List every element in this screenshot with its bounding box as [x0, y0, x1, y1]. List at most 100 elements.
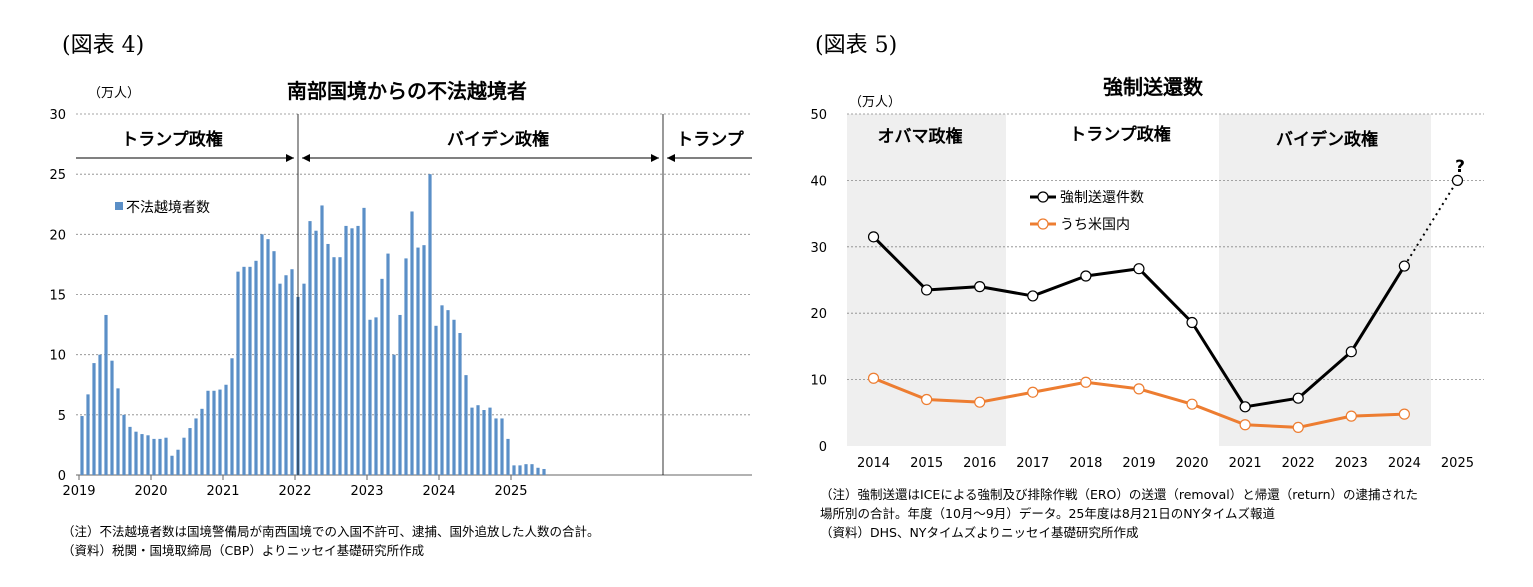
data-point: [1345, 410, 1357, 422]
data-point: [1239, 419, 1251, 431]
bar: [392, 354, 396, 475]
bar: [170, 455, 174, 475]
bar: [248, 266, 252, 475]
bar: [206, 390, 210, 475]
x-tick-label: 2025: [494, 484, 527, 499]
x-tick-label: 2023: [350, 484, 383, 499]
x-tick-label: 2019: [1122, 456, 1155, 471]
legend-swatch-crossers: [115, 202, 123, 210]
data-point: [974, 281, 986, 293]
figure-4-unit: （万人）: [88, 86, 140, 101]
bar: [368, 319, 372, 475]
x-tick-label: 2024: [1388, 456, 1421, 471]
legend-label-interior: うち米国内: [1060, 217, 1130, 233]
y-tick-label: 30: [49, 108, 66, 123]
figure-4-note: （注）不法越境者数は国境警備局が南西国境での入国不許可、逮捕、国外追放した人数の…: [62, 524, 600, 539]
bar: [200, 408, 204, 475]
bar: [254, 260, 258, 475]
figure-5-unit: （万人）: [849, 95, 901, 110]
bar: [464, 375, 468, 475]
bar: [188, 428, 192, 475]
x-tick-label: 2017: [1016, 456, 1049, 471]
bar: [524, 464, 528, 475]
legend-label-crossers: 不法越境者数: [126, 200, 210, 216]
bar: [224, 384, 228, 475]
bar: [212, 390, 216, 475]
x-tick-label: 2024: [422, 484, 455, 499]
figure-5-series: [867, 174, 1464, 434]
bar: [500, 418, 504, 475]
bar: [308, 221, 312, 475]
era-label-obama: オバマ政権: [878, 126, 963, 147]
bar: [176, 449, 180, 475]
bar: [92, 363, 96, 475]
bar: [434, 325, 438, 475]
bar: [530, 464, 534, 475]
era-label-trump: トランプ政権: [1069, 124, 1171, 145]
bar: [242, 266, 246, 475]
bar: [350, 228, 354, 475]
projection-point: [1451, 174, 1464, 186]
x-tick-label: 2021: [1229, 456, 1262, 471]
bar: [398, 314, 402, 475]
era-arrow-biden: [302, 154, 659, 162]
bar: [110, 360, 114, 475]
legend-interior: うち米国内: [1030, 217, 1130, 233]
data-point: [1027, 290, 1039, 302]
bar: [344, 225, 348, 475]
data-point: [1186, 316, 1198, 329]
bar: [236, 271, 240, 475]
bar: [302, 283, 306, 475]
bar: [494, 418, 498, 475]
bar: [158, 438, 162, 475]
bar: [452, 319, 456, 475]
y-tick-label: 30: [810, 241, 827, 256]
bar: [440, 305, 444, 475]
bar: [278, 283, 282, 475]
bar: [536, 467, 540, 475]
x-tick-label: 2022: [278, 484, 311, 499]
bar: [488, 407, 492, 475]
x-tick-label: 2023: [1335, 456, 1368, 471]
figure-4-title: 南部国境からの不法越境者: [287, 79, 527, 103]
bar: [122, 414, 126, 475]
data-point: [1292, 392, 1304, 404]
bar: [266, 239, 270, 475]
bar: [404, 258, 408, 475]
y-tick-label: 5: [58, 409, 66, 424]
figure-4-source: （資料）税関・国境取締局（CBP）よりニッセイ基礎研究所作成: [62, 543, 424, 558]
bar: [422, 245, 426, 475]
bar: [380, 278, 384, 475]
data-point: [867, 372, 880, 384]
figure-5-title: 強制送還数: [1103, 75, 1204, 99]
era-shade-biden: [1219, 114, 1431, 446]
data-point: [1027, 386, 1039, 398]
y-tick-label: 10: [810, 374, 827, 389]
bar: [332, 257, 336, 475]
bar: [230, 358, 234, 475]
figure-5-y-axis: 0 10 20 30 40 50: [810, 108, 827, 455]
figure-5-note-2: 場所別の合計。年度（10月～9月）データ。25年度は8月21日のNYタイムズ報道: [820, 506, 1275, 521]
data-point: [867, 231, 880, 243]
x-tick-label: 2018: [1069, 456, 1102, 471]
y-tick-label: 20: [810, 307, 827, 322]
bar: [104, 314, 108, 475]
bar: [86, 394, 90, 475]
bar: [194, 418, 198, 475]
bar: [362, 207, 366, 476]
data-point: [1398, 408, 1410, 420]
bar: [260, 234, 264, 475]
bar: [428, 174, 432, 475]
x-tick-label: 2025: [1441, 456, 1474, 471]
bar: [272, 251, 276, 475]
data-point: [921, 284, 933, 296]
legend-deportations: 強制送還件数: [1030, 190, 1144, 206]
era-label-biden: バイデン政権: [1276, 129, 1378, 150]
figure-5-source: （資料）DHS、NYタイムズよりニッセイ基礎研究所作成: [820, 525, 1138, 540]
data-point: [1239, 401, 1251, 413]
era-shade-obama: [847, 114, 1006, 446]
figure-5-note-1: （注）強制送還はICEによる強制及び排除作戦（ERO）の送還（removal）と…: [820, 487, 1418, 502]
y-tick-label: 0: [58, 469, 66, 484]
bar: [506, 438, 510, 475]
